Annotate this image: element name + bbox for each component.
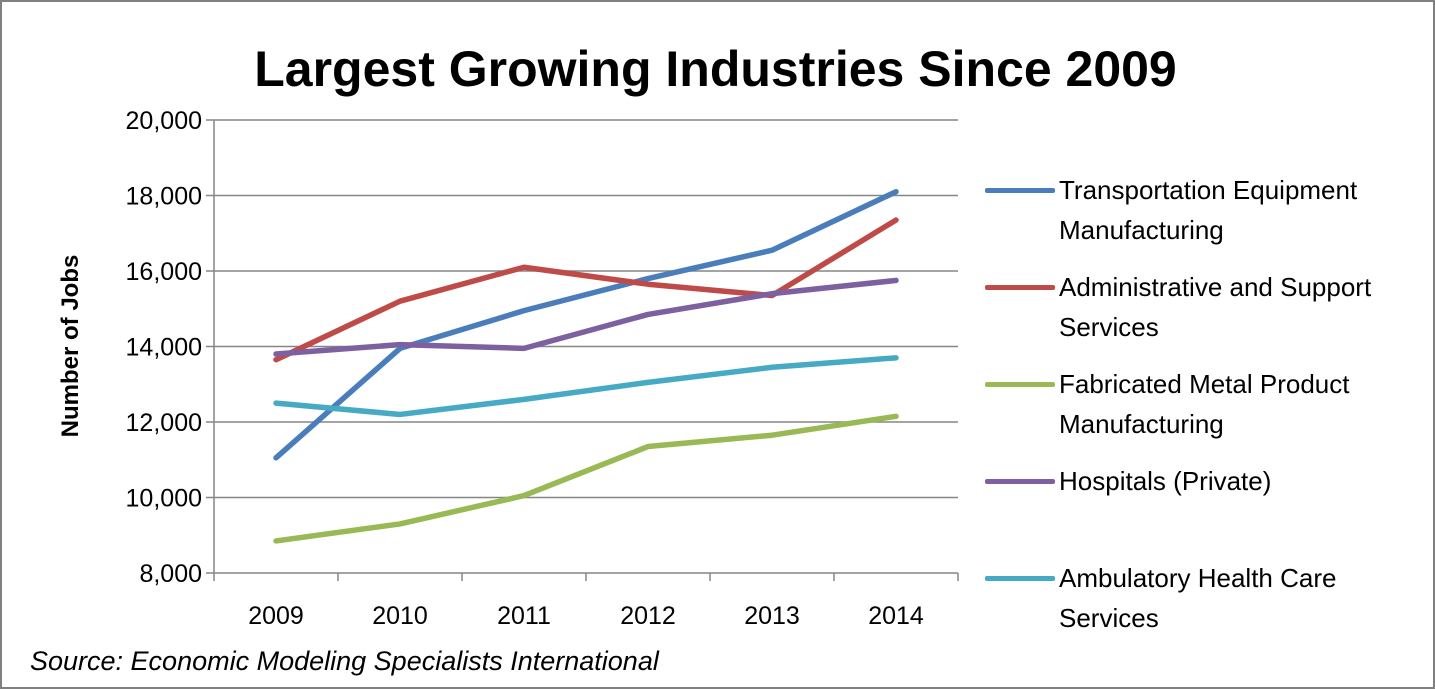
series-line bbox=[273, 413, 899, 544]
y-tick-label: 20,000 bbox=[126, 107, 202, 135]
x-axis-ticks: 2009 2010 2011 2012 2013 2014 bbox=[213, 573, 959, 630]
legend: Transportation Equipment Manufacturing Ad… bbox=[985, 170, 1425, 655]
y-axis-label: Number of Jobs bbox=[57, 255, 84, 438]
legend-label: Fabricated Metal Product Manufacturing bbox=[1059, 369, 1350, 439]
legend-line-swatch bbox=[985, 576, 1055, 581]
y-tick-label: 10,000 bbox=[126, 485, 202, 513]
source-note: Source: Economic Modeling Specialists In… bbox=[30, 646, 659, 676]
legend-label: Hospitals (Private) bbox=[1059, 466, 1272, 496]
legend-line-swatch bbox=[985, 285, 1055, 290]
y-tick-label: 8,000 bbox=[139, 560, 202, 588]
legend-item: Transportation Equipment Manufacturing bbox=[985, 170, 1425, 267]
gridlines bbox=[214, 119, 958, 574]
y-tick-label: 14,000 bbox=[126, 334, 202, 362]
series-line bbox=[273, 355, 899, 418]
y-tick-label: 18,000 bbox=[126, 183, 202, 211]
legend-label: Transportation Equipment Manufacturing bbox=[1059, 175, 1358, 245]
x-tick-label: 2009 bbox=[248, 602, 304, 630]
legend-item: Fabricated Metal Product Manufacturing bbox=[985, 364, 1425, 461]
legend-label: Ambulatory Health Care Services bbox=[1059, 563, 1337, 633]
legend-line-swatch bbox=[985, 188, 1055, 193]
legend-line-swatch bbox=[985, 479, 1055, 484]
y-axis-ticks: 8,000 10,000 12,000 14,000 16,000 18,000 20,00… bbox=[126, 107, 214, 588]
series-line bbox=[273, 277, 899, 357]
legend-item: Ambulatory Health Care Services bbox=[985, 558, 1425, 655]
y-tick-label: 16,000 bbox=[126, 258, 202, 286]
y-tick-label: 12,000 bbox=[126, 409, 202, 437]
legend-item: Hospitals (Private) bbox=[985, 461, 1425, 558]
series-line bbox=[273, 188, 899, 461]
chart-title: Largest Growing Industries Since 2009 bbox=[254, 41, 1177, 97]
x-tick-label: 2014 bbox=[868, 602, 924, 630]
series-lines bbox=[273, 188, 899, 544]
legend-line-swatch bbox=[985, 382, 1055, 387]
legend-label: Administrative and Support Services bbox=[1059, 272, 1372, 342]
x-tick-label: 2011 bbox=[497, 602, 551, 630]
x-tick-label: 2010 bbox=[372, 602, 428, 630]
x-tick-label: 2012 bbox=[620, 602, 676, 630]
x-tick-label: 2013 bbox=[744, 602, 800, 630]
series-line bbox=[273, 217, 899, 363]
legend-item: Administrative and Support Services bbox=[985, 267, 1425, 364]
